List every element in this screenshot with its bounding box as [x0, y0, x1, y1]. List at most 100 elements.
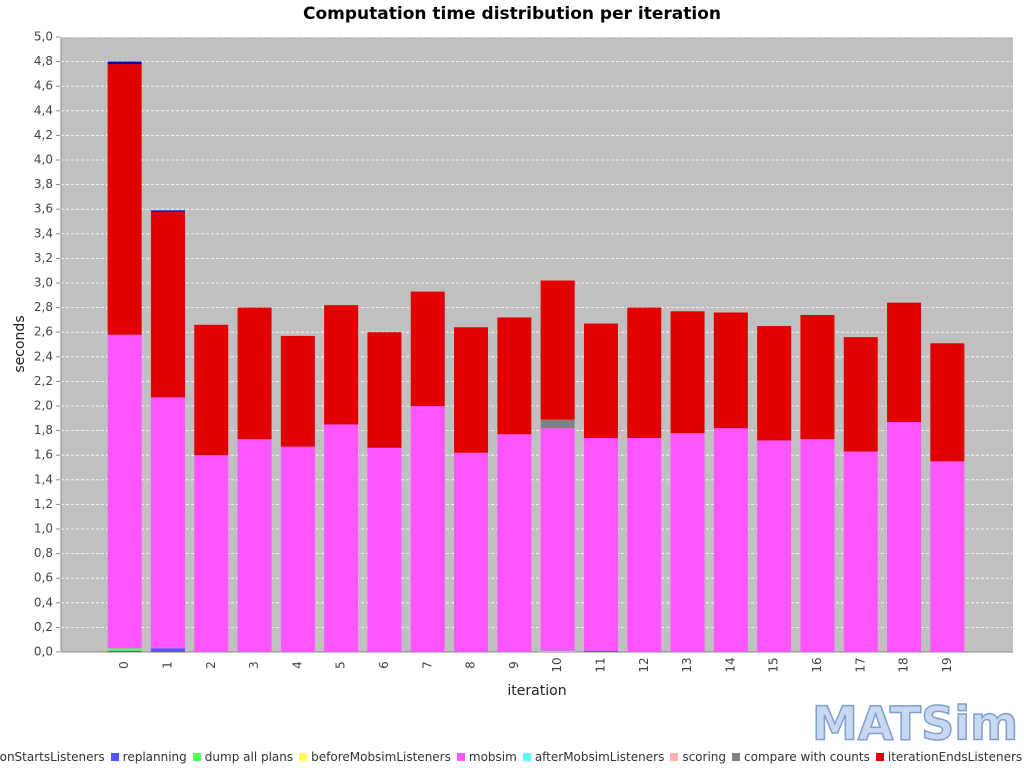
y-tick-label: 0,8 [34, 546, 53, 560]
bar-segment [627, 437, 662, 652]
bar-segment [887, 302, 922, 422]
bar-segment [454, 452, 489, 652]
y-tick-label: 4,4 [34, 103, 53, 117]
bar-segment [497, 434, 532, 652]
x-tick-label: 17 [853, 657, 867, 672]
legend-swatch [299, 753, 308, 761]
y-tick-label: 4,8 [34, 54, 53, 68]
y-tick-label: 0,0 [34, 645, 53, 659]
legend-item: iterationEndsListeners [875, 750, 1023, 764]
x-tick-label: 10 [550, 657, 564, 672]
x-tick-label: 5 [334, 661, 348, 669]
legend-swatch [456, 753, 465, 761]
bar-segment [280, 446, 315, 652]
x-tick-label: 3 [247, 661, 261, 669]
legend-label: iterationStartsListeners [0, 750, 105, 764]
bar-segment [540, 419, 575, 429]
y-tick-label: 2,2 [34, 374, 53, 388]
y-tick-label: 3,2 [34, 251, 53, 265]
bar-segment [237, 307, 272, 440]
x-tick-label: 9 [507, 661, 521, 669]
y-tick-label: 1,4 [34, 472, 53, 486]
legend-label: mobsim [468, 750, 517, 764]
y-tick-label: 4,6 [34, 79, 53, 93]
bar-segment [627, 307, 662, 438]
legend-swatch [192, 753, 201, 761]
x-tick-label: 19 [940, 657, 954, 672]
legend-label: iterationEndsListeners [887, 750, 1023, 764]
bar-segment [237, 439, 272, 652]
bar-segment [324, 424, 359, 652]
bar-segment [150, 210, 185, 212]
x-tick-label: 2 [204, 661, 218, 669]
legend-swatch [522, 753, 531, 761]
x-tick-label: 1 [160, 661, 174, 669]
bar-segment [324, 305, 359, 425]
bar-segment [930, 461, 965, 652]
x-axis-label: iteration [507, 683, 566, 699]
bar-segment [540, 280, 575, 420]
y-tick-label: 5,0 [34, 30, 53, 44]
bar-segment [583, 323, 618, 438]
bar-segment [757, 440, 792, 652]
bar-segment [713, 312, 748, 429]
bar-segment [194, 455, 229, 652]
bar-segment [107, 650, 142, 652]
y-tick-label: 4,2 [34, 128, 53, 142]
y-tick-label: 3,4 [34, 226, 53, 240]
legend-label: beforeMobsimListeners [311, 750, 451, 764]
y-tick-label: 1,8 [34, 423, 53, 437]
legend-item: beforeMobsimListeners [299, 750, 451, 764]
legend-label: afterMobsimListeners [534, 750, 665, 764]
y-tick-label: 2,6 [34, 325, 53, 339]
bar-segment [107, 648, 142, 651]
x-tick-label: 12 [637, 657, 651, 672]
bar-segment [150, 211, 185, 398]
bar-segment [583, 437, 618, 651]
bar-segment [194, 324, 229, 456]
x-tick-label: 16 [810, 657, 824, 672]
legend-label: replanning [122, 750, 187, 764]
legend-swatch [110, 753, 119, 761]
legend-item: mobsim [456, 750, 517, 764]
legend-label: compare with counts [744, 750, 870, 764]
legend-swatch [875, 753, 884, 761]
x-tick-label: 14 [723, 657, 737, 672]
x-tick-label: 18 [897, 657, 911, 672]
x-tick-label: 8 [464, 661, 478, 669]
legend-item: iterationStartsListeners [0, 750, 105, 764]
bar-segment [713, 428, 748, 652]
y-tick-label: 2,8 [34, 300, 53, 314]
x-tick-label: 13 [680, 657, 694, 672]
bar-segment [107, 64, 142, 335]
bar-segment [410, 291, 445, 406]
logo: MATSim [812, 697, 1018, 751]
y-tick-label: 3,8 [34, 177, 53, 191]
y-tick-label: 1,0 [34, 522, 53, 536]
bar-segment [843, 451, 878, 652]
bar-segment [367, 332, 402, 448]
bar-segment [107, 61, 142, 65]
bar-segment [367, 447, 402, 652]
legend-item: dump all plans [192, 750, 294, 764]
legend-label: dump all plans [204, 750, 294, 764]
legend-item: afterMobsimListeners [522, 750, 665, 764]
bar-segment [670, 433, 705, 652]
legend-item: compare with counts [732, 750, 870, 764]
y-tick-label: 0,6 [34, 571, 53, 585]
y-tick-label: 4,0 [34, 153, 53, 167]
bar-segment [280, 335, 315, 447]
bar-segment [583, 650, 618, 652]
bar-segment [757, 326, 792, 441]
x-tick-label: 4 [290, 661, 304, 669]
bar-segment [887, 421, 922, 652]
bar-segment [540, 650, 575, 652]
x-tick-label: 11 [593, 657, 607, 672]
bar-segment [540, 428, 575, 651]
y-axis-label: seconds [12, 315, 28, 372]
y-tick-label: 1,2 [34, 497, 53, 511]
legend: iterationStartsListeners replanning dump a… [0, 750, 1024, 764]
x-tick-label: 0 [117, 661, 131, 669]
legend-swatch [670, 753, 679, 761]
x-tick-label: 7 [420, 661, 434, 669]
